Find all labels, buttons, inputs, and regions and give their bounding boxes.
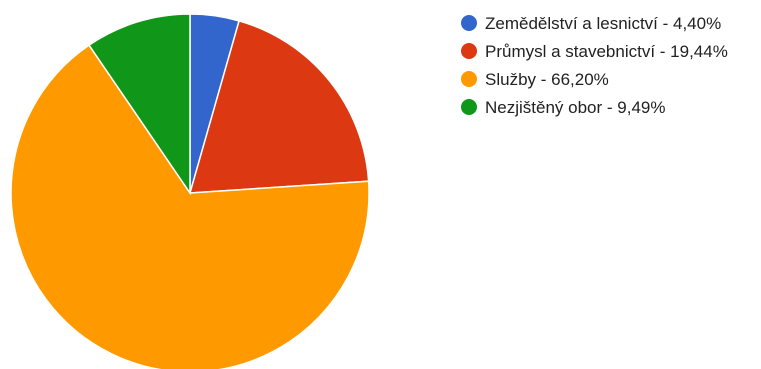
legend-swatch-nezjisteny xyxy=(461,99,477,115)
pie-slice-prumysl xyxy=(188,19,370,194)
pie-slice-sluzby xyxy=(10,44,370,369)
legend-item-prumysl: Průmysl a stavebnictví - 19,44% xyxy=(461,37,756,65)
chart-legend: Zemědělství a lesnictví - 4,40% Průmysl … xyxy=(461,9,756,121)
legend-label-nezjisteny: Nezjištěný obor - 9,49% xyxy=(485,97,666,117)
legend-swatch-zemedelstvi xyxy=(461,15,477,31)
legend-item-zemedelstvi: Zemědělství a lesnictví - 4,40% xyxy=(461,9,756,37)
legend-swatch-sluzby xyxy=(461,71,477,87)
legend-swatch-prumysl xyxy=(461,43,477,59)
legend-item-sluzby: Služby - 66,20% xyxy=(461,65,756,93)
legend-label-sluzby: Služby - 66,20% xyxy=(485,69,609,89)
legend-label-prumysl: Průmysl a stavebnictví - 19,44% xyxy=(485,41,728,61)
pie-slice-nezjisteny xyxy=(88,13,191,196)
legend-item-nezjisteny: Nezjištěný obor - 9,49% xyxy=(461,93,756,121)
legend-label-zemedelstvi: Zemědělství a lesnictví - 4,40% xyxy=(485,13,722,33)
